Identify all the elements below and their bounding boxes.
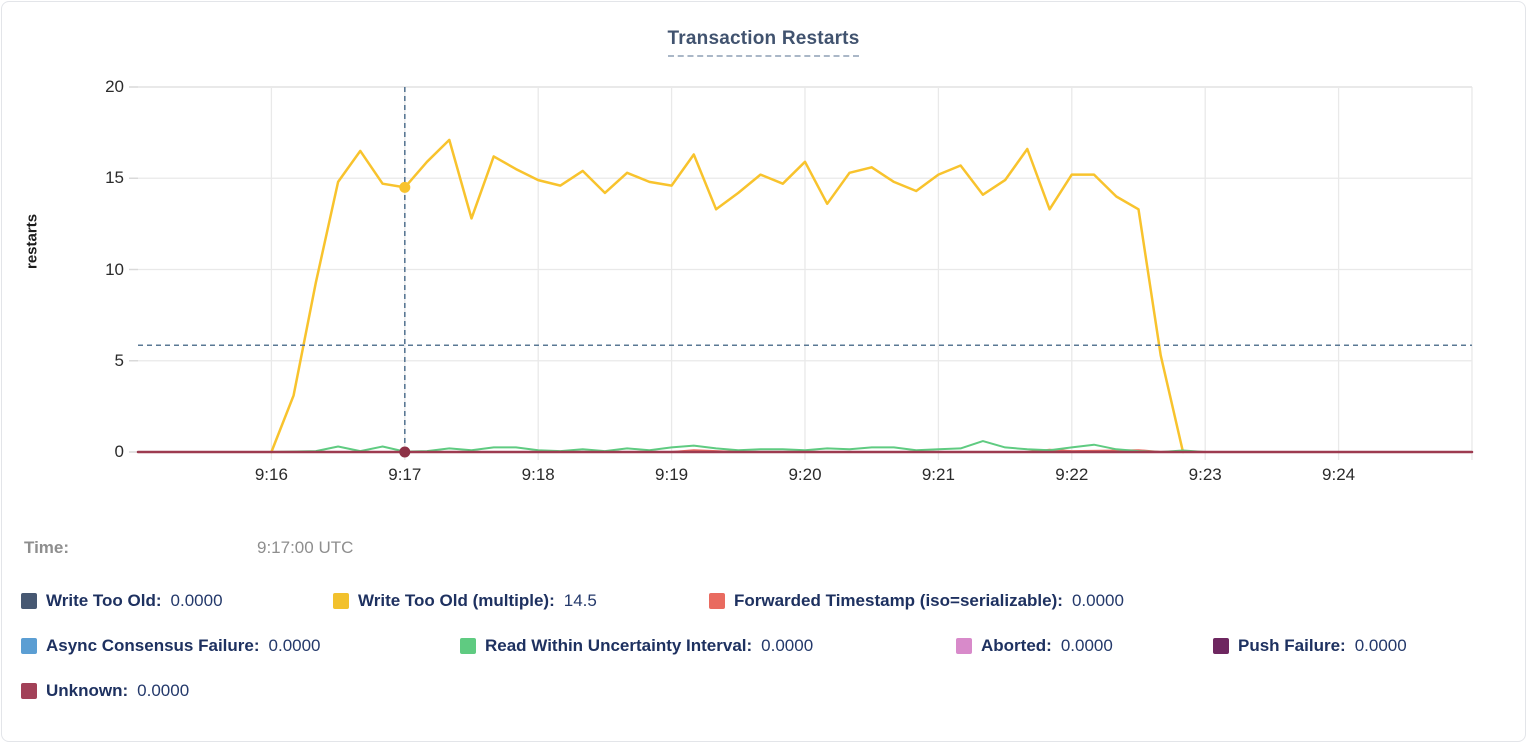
plot-area[interactable] [2,2,1528,532]
x-tick-label: 9:19 [655,465,689,484]
legend-label: Write Too Old (multiple): [358,591,555,610]
legend-value: 0.0000 [137,681,190,700]
x-tick-label: 9:20 [788,465,822,484]
x-tick-label: 9:23 [1188,465,1222,484]
y-tick-label: 15 [105,168,124,188]
y-tick-label: 5 [114,350,124,370]
legend-item-push-failure: Push Failure: 0.0000 [1213,635,1407,657]
legend-swatch-unknown [21,683,37,699]
hover-time-label: Time: [24,538,70,557]
legend-value: 0.0000 [1354,636,1407,655]
legend-value: 0.0000 [170,591,223,610]
legend-label: Forwarded Timestamp (iso=serializable): [734,591,1063,610]
hover-time-row: Time: 9:17:00 UTC [2,538,1525,562]
legend-label: Push Failure: [1238,636,1346,655]
legend-item-aborted: Aborted: 0.0000 [956,635,1113,657]
chart-title[interactable]: Transaction Restarts [667,28,860,57]
legend-item-unknown: Unknown: 0.0000 [21,680,189,702]
chart-header: Transaction Restarts [2,28,1525,57]
hover-time-value: 9:17:00 UTC [257,538,354,557]
y-tick-label: 0 [114,442,124,461]
legend-item-write-too-old: Write Too Old: 0.0000 [21,590,223,612]
legend-item-read-within-uncertainty: Read Within Uncertainty Interval: 0.0000 [460,635,813,657]
hover-dot-unknown [399,446,411,458]
series-line-write-too-old-multiple- [270,138,1185,454]
legend-value: 0.0000 [1060,636,1113,655]
legend-label: Async Consensus Failure: [46,636,260,655]
legend-item-forwarded-timestamp: Forwarded Timestamp (iso=serializable): … [709,590,1124,612]
legend-item-write-too-old-multiple: Write Too Old (multiple): 14.5 [333,590,597,612]
legend-value: 0.0000 [761,636,814,655]
y-tick-label: 20 [105,77,124,96]
legend-label: Aborted: [981,636,1052,655]
x-tick-label: 9:22 [1055,465,1089,484]
legend-swatch-write-too-old [21,593,37,609]
x-tick-label: 9:24 [1322,465,1356,484]
legend-label: Read Within Uncertainty Interval: [485,636,753,655]
legend-value: 0.0000 [1071,591,1124,610]
legend-label: Unknown: [46,681,129,700]
hover-dot-write-too-old-multiple- [399,181,411,193]
legend-swatch-push-failure [1213,638,1229,654]
legend-swatch-aborted [956,638,972,654]
legend-swatch-async-consensus-failure [21,638,37,654]
legend-label: Write Too Old: [46,591,162,610]
legend-value: 14.5 [563,591,597,610]
x-tick-label: 9:16 [254,465,288,484]
legend-item-async-consensus-failure: Async Consensus Failure: 0.0000 [21,635,321,657]
x-tick-label: 9:18 [521,465,555,484]
x-tick-label: 9:21 [921,465,955,484]
legend-swatch-read-within-uncertainty [460,638,476,654]
x-tick-label: 9:17 [388,465,422,484]
legend-value: 0.0000 [268,636,321,655]
y-tick-label: 10 [105,259,124,279]
legend-swatch-forwarded-timestamp [709,593,725,609]
series-line-read-within-uncertainty-interval [270,440,1207,453]
legend-swatch-write-too-old-multiple [333,593,349,609]
